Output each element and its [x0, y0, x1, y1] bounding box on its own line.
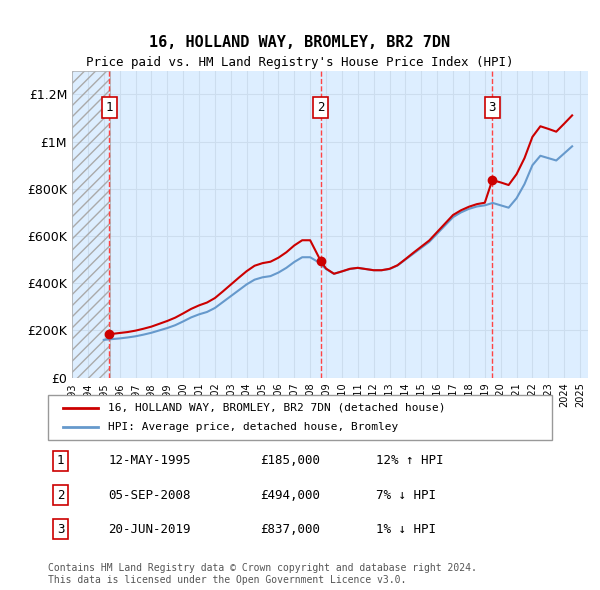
Text: Price paid vs. HM Land Registry's House Price Index (HPI): Price paid vs. HM Land Registry's House … — [86, 56, 514, 69]
Text: 1: 1 — [106, 101, 113, 114]
Text: HPI: Average price, detached house, Bromley: HPI: Average price, detached house, Brom… — [109, 422, 399, 432]
Bar — [72, 71, 110, 378]
Text: 20-JUN-2019: 20-JUN-2019 — [109, 523, 191, 536]
Text: 3: 3 — [57, 523, 64, 536]
Text: Contains HM Land Registry data © Crown copyright and database right 2024.
This d: Contains HM Land Registry data © Crown c… — [48, 563, 477, 585]
Text: 1% ↓ HPI: 1% ↓ HPI — [376, 523, 436, 536]
Text: 2: 2 — [317, 101, 325, 114]
FancyBboxPatch shape — [48, 395, 552, 440]
Text: 12% ↑ HPI: 12% ↑ HPI — [376, 454, 443, 467]
Text: £494,000: £494,000 — [260, 489, 320, 502]
Text: 7% ↓ HPI: 7% ↓ HPI — [376, 489, 436, 502]
Text: £185,000: £185,000 — [260, 454, 320, 467]
Text: 12-MAY-1995: 12-MAY-1995 — [109, 454, 191, 467]
Bar — [72, 71, 110, 378]
Text: £837,000: £837,000 — [260, 523, 320, 536]
Text: 3: 3 — [488, 101, 496, 114]
Text: 1: 1 — [57, 454, 64, 467]
Text: 16, HOLLAND WAY, BROMLEY, BR2 7DN (detached house): 16, HOLLAND WAY, BROMLEY, BR2 7DN (detac… — [109, 403, 446, 412]
Text: 2: 2 — [57, 489, 64, 502]
Text: 05-SEP-2008: 05-SEP-2008 — [109, 489, 191, 502]
Text: 16, HOLLAND WAY, BROMLEY, BR2 7DN: 16, HOLLAND WAY, BROMLEY, BR2 7DN — [149, 35, 451, 50]
